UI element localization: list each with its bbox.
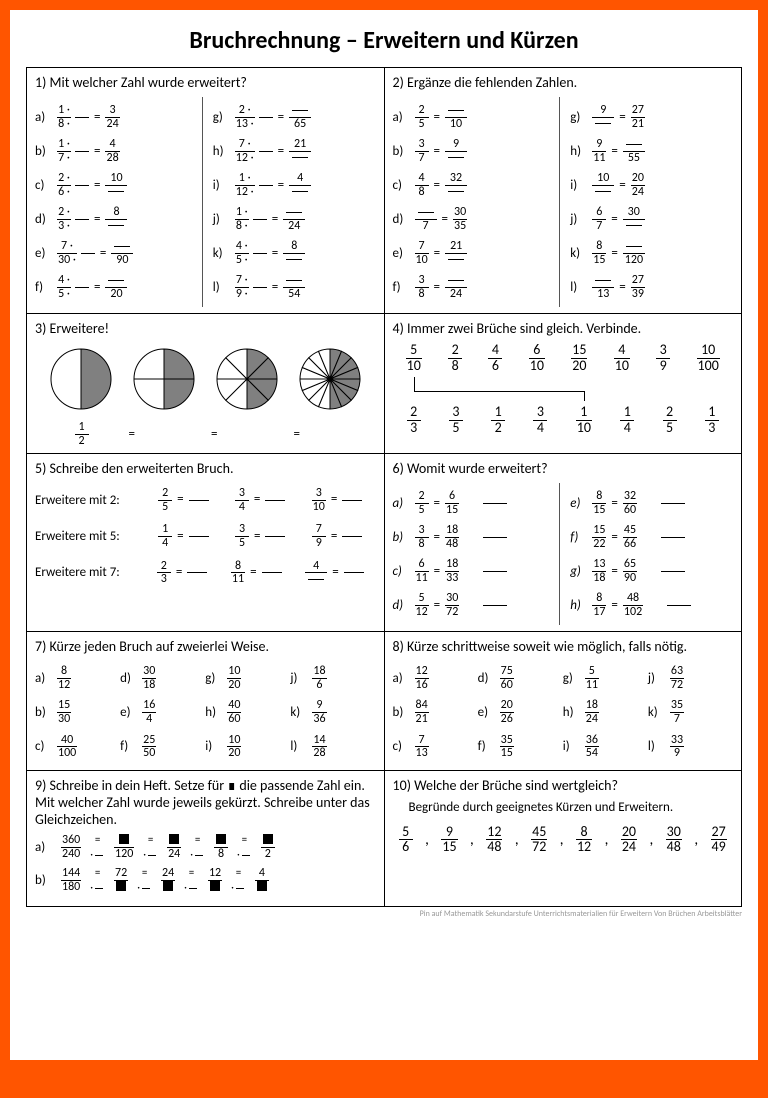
eq-row: g) 9 = 2721 [570, 103, 733, 131]
page-title: Bruchrechnung – Erweitern und Kürzen [26, 26, 742, 55]
ex6: 6) Womit wurde erweitert? a)25=615b)38=1… [385, 454, 743, 632]
eq-row: h) 7 ·12 · = 21 [213, 137, 376, 165]
eq-row: a) 25 = 10 [393, 103, 556, 131]
eq-row: h) 911 = 55 [570, 137, 733, 165]
ex6-title: 6) Womit wurde erweitert? [393, 460, 734, 477]
eq-row: i) 10 = 2024 [570, 171, 733, 199]
ex8: 8) Kürze schrittweise soweit wie möglich… [385, 632, 743, 771]
connector-line [393, 379, 734, 399]
eq-row: e) 7 ·30 · = 90 [35, 239, 198, 267]
ex3-title: 3) Erweitere! [35, 320, 376, 337]
ex1-title: 1) Mit welcher Zahl wurde erweitert? [35, 74, 376, 91]
eq-row: k) 815 = 120 [570, 239, 733, 267]
ex7-title: 7) Kürze jeden Bruch auf zweierlei Weise… [35, 638, 376, 655]
ex9: 9) Schreibe in dein Heft. Setze für ∎ di… [27, 771, 385, 907]
ex3-base-fraction: 12 [75, 421, 89, 447]
ex9-title: 9) Schreibe in dein Heft. Setze für ∎ di… [35, 777, 376, 828]
eq-row: a) 1 ·8 · = 324 [35, 103, 198, 131]
worksheet-page: Bruchrechnung – Erweitern und Kürzen 1) … [10, 10, 758, 1060]
ex4: 4) Immer zwei Brüche sind gleich. Verbin… [385, 314, 743, 454]
eq-row: d) 7 = 3035 [393, 205, 556, 233]
eq-row: b) 1 ·7 · = 428 [35, 137, 198, 165]
eq-row: f) 38 = 24 [393, 273, 556, 301]
pie-icon [130, 345, 198, 413]
ex8-title: 8) Kürze schrittweise soweit wie möglich… [393, 638, 734, 655]
ex10-subtitle: Begründe durch geeignetes Kürzen und Erw… [409, 800, 734, 815]
ex1: 1) Mit welcher Zahl wurde erweitert? a) … [27, 68, 385, 314]
ex2: 2) Ergänze die fehlenden Zahlen. a) 25 =… [385, 68, 743, 314]
ex5: 5) Schreibe den erweiterten Bruch. Erwei… [27, 454, 385, 632]
eq-row: e) 710 = 21 [393, 239, 556, 267]
ex10-title: 10) Welche der Brüche sind wertgleich? [393, 777, 734, 794]
eq-row: j) 1 ·8 · = 24 [213, 205, 376, 233]
eq-row: d) 2 ·3 · = 8 [35, 205, 198, 233]
ex2-title: 2) Ergänze die fehlenden Zahlen. [393, 74, 734, 91]
eq-row: g) 2 ·13 · = 65 [213, 103, 376, 131]
footer-text: Pin auf Mathematik Sekundarstufe Unterri… [26, 909, 742, 919]
ex10: 10) Welche der Brüche sind wertgleich? B… [385, 771, 743, 907]
eq-row: j) 67 = 30 [570, 205, 733, 233]
eq-row: l) 7 ·9 · = 54 [213, 273, 376, 301]
eq-row: l) 13 = 2739 [570, 273, 733, 301]
eq-row: k) 4 ·5 · = 8 [213, 239, 376, 267]
pie-icon [47, 345, 115, 413]
exercise-grid: 1) Mit welcher Zahl wurde erweitert? a) … [26, 67, 742, 907]
ex3: 3) Erweitere! 12 = = = [27, 314, 385, 454]
ex5-title: 5) Schreibe den erweiterten Bruch. [35, 460, 376, 477]
eq-row: b) 37 = 9 [393, 137, 556, 165]
eq-row: i) 1 ·12 · = 4 [213, 171, 376, 199]
eq-row: c) 48 = 32 [393, 171, 556, 199]
pie-icon [213, 345, 281, 413]
eq-row: f) 4 ·5 · = 20 [35, 273, 198, 301]
pie-icon [296, 345, 364, 413]
ex4-title: 4) Immer zwei Brüche sind gleich. Verbin… [393, 320, 734, 337]
ex7: 7) Kürze jeden Bruch auf zweierlei Weise… [27, 632, 385, 771]
eq-row: c) 2 ·6 · = 10 [35, 171, 198, 199]
